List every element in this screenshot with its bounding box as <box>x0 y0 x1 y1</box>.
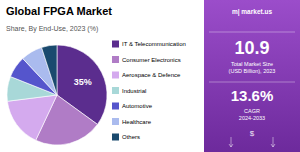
legend-entry: Consumer Electronics <box>122 57 181 63</box>
pie <box>7 45 107 145</box>
legend-entry: Aerospace & Defence <box>122 72 181 78</box>
separator <box>209 32 295 33</box>
pie-slice <box>7 95 57 140</box>
pie-slice <box>42 45 57 95</box>
panel-background <box>204 0 300 152</box>
market-size: 10.9 <box>234 38 269 58</box>
logo: m| market.us <box>232 8 272 16</box>
cagr: 13.6% <box>231 87 274 104</box>
legend-entry: Healthcare <box>122 119 152 125</box>
chart: Global FPGA Market Share, By End-Use, 202… <box>0 0 300 152</box>
market-size-label: Total Market Size(USD Billion), 2023 <box>229 61 276 74</box>
subtitle: Share, By End-Use, 2023 (%) <box>6 25 98 33</box>
dollar-sign: $ <box>250 129 255 138</box>
legend-swatch <box>112 134 119 141</box>
info-panel: m| market.us 10.9 Total Market Size(USD Bi… <box>204 0 300 152</box>
legend-entry: Industrial <box>122 88 146 94</box>
data-labels: 35% <box>74 77 92 87</box>
data-label: 35% <box>74 77 92 87</box>
legend-swatch <box>112 56 119 63</box>
legend-swatch <box>112 41 119 48</box>
decoration-arrow <box>271 137 275 147</box>
background <box>0 0 300 152</box>
legend-swatch <box>112 103 119 110</box>
legend-entry: IT & Telecommunication <box>122 41 186 47</box>
separator <box>209 82 295 83</box>
decoration-arrow <box>229 137 233 147</box>
legend-swatch <box>112 118 119 125</box>
legend-entry: Automotive <box>122 103 153 109</box>
legend-swatch <box>112 72 119 79</box>
title: Global FPGA Market <box>6 5 112 17</box>
legend-entry: Others <box>122 134 140 140</box>
cagr-label: CAGR2024-2033 <box>239 108 265 121</box>
legend-swatch <box>112 87 119 94</box>
legend: IT & Telecommunication Consumer Electroni… <box>112 41 186 141</box>
